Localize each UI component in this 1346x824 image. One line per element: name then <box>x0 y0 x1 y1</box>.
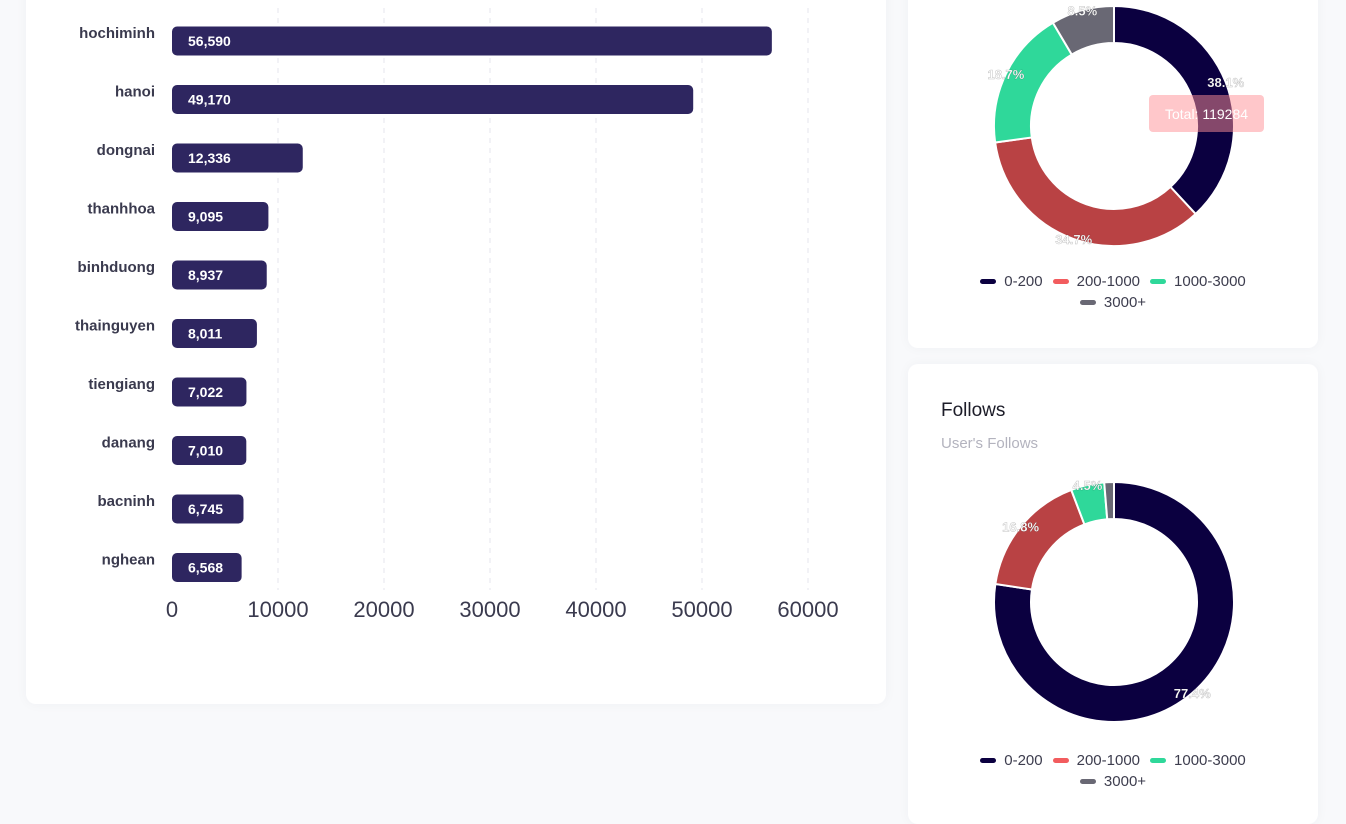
donut-legend-1: 0-200 200-1000 1000-3000 3000+ <box>908 273 1318 311</box>
category-label: dongnai <box>97 142 155 159</box>
x-tick-label: 60000 <box>777 597 838 622</box>
bar <box>172 494 244 524</box>
bar-value-label: 12,336 <box>188 150 231 166</box>
total-tooltip: Total: 119284 <box>1149 95 1264 132</box>
bar <box>172 553 242 582</box>
category-label: hanoi <box>115 84 155 101</box>
bar <box>172 319 257 348</box>
donut-legend-2: 0-200 200-1000 1000-3000 3000+ <box>908 752 1318 790</box>
donut-chart-card-2: Follows User's Follows 77.4% 16.8% 4.5% 0-… <box>908 364 1318 824</box>
category-label: danang <box>102 435 155 452</box>
legend-label: 3000+ <box>1103 773 1147 790</box>
legend-item[interactable]: 3000+ <box>1079 773 1147 790</box>
bar <box>172 202 269 231</box>
bar-value-label: 9,095 <box>188 209 223 225</box>
slice-value-label: 4.5% <box>1073 478 1103 493</box>
x-tick-label: 30000 <box>459 597 520 622</box>
legend-swatch <box>1150 758 1167 763</box>
category-label: nghean <box>102 552 155 569</box>
bar <box>172 143 303 173</box>
legend-label: 200-1000 <box>1076 273 1141 290</box>
donut-slice <box>993 480 1235 723</box>
donut-slice <box>994 488 1086 591</box>
donut-chart-2: 77.4% 16.8% 4.5% <box>993 478 1235 723</box>
donut-chart-1: 38.1% 34.7% 18.7% 8.5% <box>987 3 1245 247</box>
legend-label: 200-1000 <box>1076 752 1141 769</box>
bar-chart: 0 10000 20000 30000 40000 50000 60000 hochiminh… <box>75 8 839 622</box>
category-label: tiengiang <box>88 376 155 393</box>
donut-slice <box>994 136 1198 247</box>
slice-value-label: 8.5% <box>1068 3 1098 18</box>
donut-chart-card-1: 38.1% 34.7% 18.7% 8.5% Total: 119284 0-200 2… <box>908 0 1318 348</box>
follows-subtitle: User's Follows <box>941 435 1039 452</box>
bar-value-label: 6,568 <box>188 560 223 576</box>
legend-swatch <box>1052 758 1069 763</box>
legend-item[interactable]: 1000-3000 <box>1150 752 1246 769</box>
bar-value-label: 56,590 <box>188 33 231 49</box>
legend-swatch <box>980 758 997 763</box>
donut-slice <box>993 21 1074 144</box>
bar-chart-card: 0 10000 20000 30000 40000 50000 60000 hochiminh… <box>26 0 886 704</box>
bar <box>172 377 247 407</box>
category-label: thainguyen <box>75 318 155 335</box>
slice-value-label: 77.4% <box>1174 686 1211 701</box>
legend-label: 3000+ <box>1103 294 1147 311</box>
legend-item[interactable]: 200-1000 <box>1052 273 1141 290</box>
x-tick-label: 0 <box>166 597 178 622</box>
legend-item[interactable]: 0-200 <box>980 273 1043 290</box>
x-tick-label: 10000 <box>247 597 308 622</box>
slice-value-label: 38.1% <box>1207 75 1244 90</box>
legend-label: 1000-3000 <box>1174 273 1246 290</box>
legend-item[interactable]: 1000-3000 <box>1150 273 1246 290</box>
category-label: thanhhoa <box>88 201 156 218</box>
legend-swatch <box>1150 279 1167 284</box>
x-tick-label: 20000 <box>353 597 414 622</box>
bar-value-label: 49,170 <box>188 92 231 108</box>
category-label: binhduong <box>78 259 155 276</box>
bar <box>172 85 694 114</box>
slice-value-label: 34.7% <box>1055 232 1092 247</box>
legend-label: 1000-3000 <box>1174 752 1246 769</box>
legend-swatch <box>1079 300 1096 305</box>
category-label: bacninh <box>97 493 155 510</box>
bar-value-label: 8,011 <box>188 326 222 342</box>
legend-label: 0-200 <box>1004 752 1043 769</box>
x-tick-label: 40000 <box>565 597 626 622</box>
donut-slice <box>1051 4 1115 56</box>
bar <box>172 436 247 465</box>
legend-item[interactable]: 3000+ <box>1079 294 1147 311</box>
legend-swatch <box>1079 779 1096 784</box>
bar-value-label: 8,937 <box>188 267 223 283</box>
slice-value-label: 18.7% <box>987 67 1024 82</box>
legend-swatch <box>1052 279 1069 284</box>
bar-value-label: 6,745 <box>188 501 223 517</box>
legend-label: 0-200 <box>1004 273 1043 290</box>
bar <box>172 26 772 56</box>
donut-slice <box>1113 4 1235 216</box>
bar-value-label: 7,010 <box>188 443 223 459</box>
bar-value-label: 7,022 <box>188 384 223 400</box>
legend-swatch <box>980 279 997 284</box>
legend-item[interactable]: 0-200 <box>980 752 1043 769</box>
donut-slice <box>1103 480 1115 521</box>
follows-title: Follows <box>941 400 1006 421</box>
x-tick-label: 50000 <box>671 597 732 622</box>
bar <box>172 260 267 290</box>
category-label: hochiminh <box>79 25 155 42</box>
slice-value-label: 16.8% <box>1002 520 1039 535</box>
legend-item[interactable]: 200-1000 <box>1052 752 1141 769</box>
